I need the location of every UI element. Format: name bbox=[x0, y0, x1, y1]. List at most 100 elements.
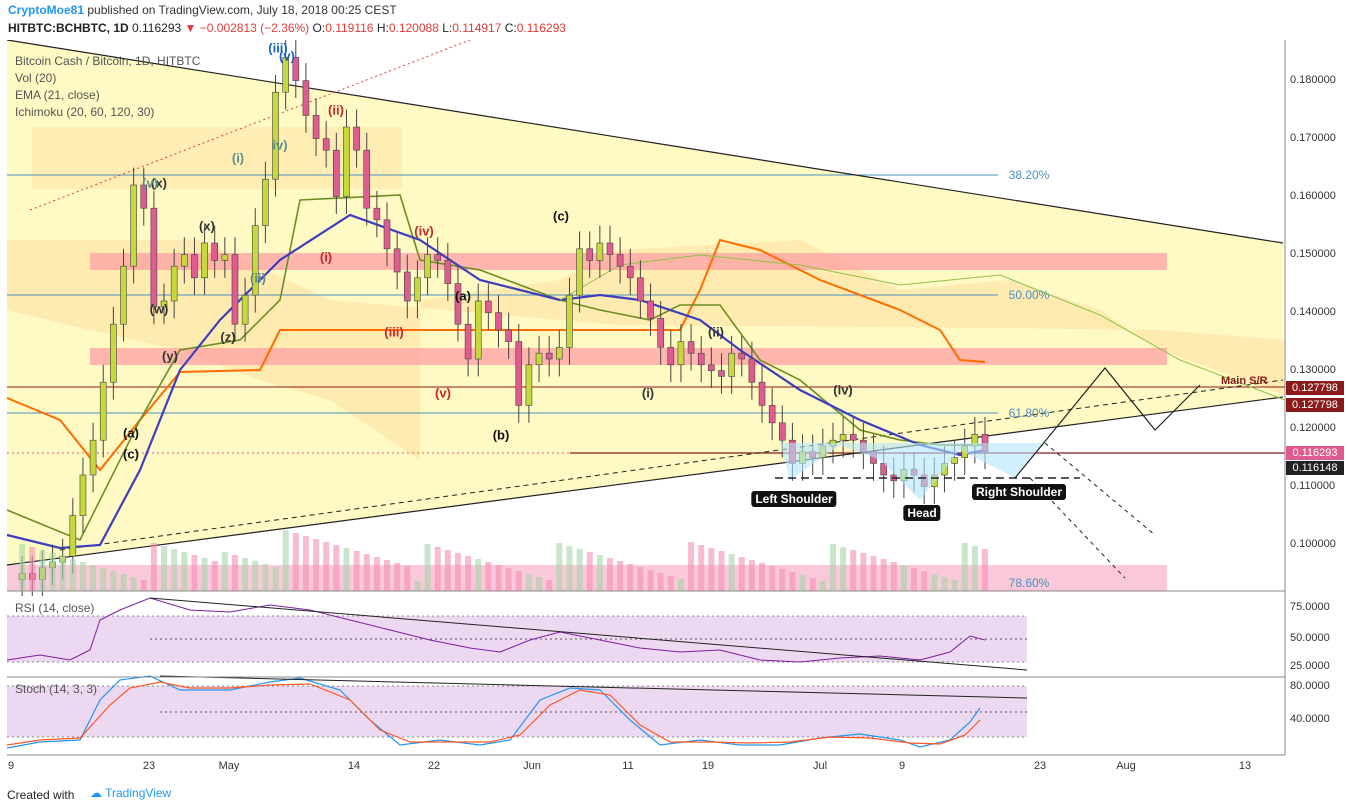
author-link[interactable]: CryptoMoe81 bbox=[8, 3, 85, 17]
volume-bars bbox=[19, 530, 988, 591]
symbol: HITBTC:BCHBTC, 1D bbox=[8, 21, 129, 35]
volume-bar bbox=[637, 567, 644, 591]
volume-bar bbox=[576, 549, 583, 591]
kijun-line bbox=[6, 238, 986, 472]
hs-neckline-area bbox=[780, 443, 1045, 500]
sr-zone-lower bbox=[90, 348, 1167, 365]
legend-vol: Vol (20) bbox=[15, 71, 57, 85]
wave-label: (b) bbox=[492, 427, 510, 443]
price-tick: 0.140000 bbox=[1290, 305, 1336, 318]
candle-body bbox=[728, 352, 735, 377]
ema-line bbox=[6, 213, 986, 550]
candle-body bbox=[150, 207, 158, 308]
volume-bar bbox=[100, 568, 107, 591]
time-tick: Jul bbox=[812, 760, 828, 772]
candle-body bbox=[778, 422, 786, 441]
tradingview-logo[interactable]: ☁ TradingView bbox=[90, 786, 171, 800]
legend-title: Bitcoin Cash / Bitcoin, 1D, HITBTC bbox=[15, 54, 201, 68]
candle-body bbox=[373, 207, 381, 221]
volume-bar bbox=[444, 550, 451, 591]
volume-bar bbox=[982, 549, 988, 591]
candle-body bbox=[606, 242, 614, 255]
candle-body bbox=[130, 184, 137, 267]
candle-body bbox=[657, 318, 664, 348]
price-tick: 0.130000 bbox=[1290, 363, 1336, 376]
wave-label: (w) bbox=[149, 301, 169, 317]
volume-bar bbox=[860, 553, 867, 591]
volume-bar bbox=[495, 565, 502, 591]
volume-bar bbox=[647, 570, 654, 591]
time-tick: 13 bbox=[1238, 760, 1252, 772]
publish-info: CryptoMoe81 published on TradingView.com… bbox=[8, 3, 397, 17]
time-tick: 9 bbox=[898, 760, 906, 772]
volume-bar bbox=[414, 581, 421, 591]
candle-body bbox=[302, 80, 310, 116]
candle-body bbox=[110, 323, 117, 383]
candle-body bbox=[718, 370, 725, 377]
candle-body bbox=[272, 91, 279, 180]
price-tag: 0.127798 bbox=[1286, 381, 1344, 395]
wave-label: (x) bbox=[199, 218, 215, 234]
volume-bar bbox=[657, 573, 664, 591]
candle-body bbox=[576, 248, 583, 296]
candle-body bbox=[647, 300, 654, 319]
volume-bar bbox=[90, 565, 97, 591]
volume-bar bbox=[525, 574, 532, 591]
volume-bar bbox=[140, 580, 147, 591]
volume-bar bbox=[789, 572, 796, 591]
sr-zone-upper bbox=[90, 253, 1167, 270]
candle-body bbox=[758, 381, 766, 406]
wave-label: (z) bbox=[220, 329, 236, 345]
volume-bar bbox=[454, 553, 461, 591]
cloud-green bbox=[559, 254, 1286, 401]
right-shoulder-label: Right Shoulder bbox=[972, 484, 1066, 500]
close: 0.116293 bbox=[516, 21, 566, 35]
low: 0.114917 bbox=[452, 21, 502, 35]
time-tick: 23 bbox=[1033, 760, 1047, 772]
volume-bar bbox=[738, 557, 745, 591]
price-tick: 0.120000 bbox=[1290, 421, 1336, 434]
candle-body bbox=[626, 265, 634, 279]
candle-body bbox=[495, 312, 502, 331]
candle-body bbox=[99, 381, 107, 441]
wave-label: (iv) bbox=[414, 223, 434, 239]
created-with: Created with bbox=[7, 788, 75, 802]
candle-body bbox=[79, 474, 87, 516]
volume-bar bbox=[870, 556, 877, 591]
wave-label: (iii) bbox=[268, 40, 288, 56]
volume-bar bbox=[515, 571, 522, 591]
volume-bar bbox=[799, 575, 806, 591]
candle-body bbox=[697, 352, 705, 366]
candle-body bbox=[191, 254, 198, 279]
volume-bar bbox=[880, 559, 887, 591]
candle-body bbox=[545, 352, 553, 360]
candle-body bbox=[474, 300, 482, 360]
volume-bar bbox=[343, 548, 350, 591]
indicator-tick: 75.0000 bbox=[1290, 601, 1330, 613]
wave-label: (ii) bbox=[708, 324, 724, 340]
wave-label: (ii) bbox=[328, 102, 344, 118]
volume-bar bbox=[252, 561, 259, 591]
volume-bar bbox=[718, 551, 725, 591]
price-tag: 0.116148 bbox=[1286, 461, 1344, 475]
high: 0.120088 bbox=[388, 21, 439, 35]
time-tick: 9 bbox=[7, 760, 15, 772]
volume-bar bbox=[779, 569, 786, 591]
volume-bar bbox=[809, 578, 816, 591]
candle-body bbox=[464, 323, 472, 360]
change: −0.002813 (−2.36%) bbox=[199, 21, 310, 35]
candle-body bbox=[667, 347, 675, 366]
wave-label: (v) bbox=[435, 385, 451, 401]
volume-bar bbox=[353, 551, 360, 591]
volume-bar bbox=[536, 577, 543, 591]
volume-bar bbox=[150, 543, 157, 591]
candle-group bbox=[18, 40, 989, 597]
volume-bar bbox=[373, 557, 380, 591]
time-tick: 23 bbox=[142, 760, 156, 772]
volume-bar bbox=[272, 567, 279, 591]
candle-body bbox=[120, 265, 127, 325]
candle-body bbox=[738, 352, 746, 360]
volume-bar bbox=[19, 544, 26, 591]
volume-bar bbox=[171, 549, 178, 591]
